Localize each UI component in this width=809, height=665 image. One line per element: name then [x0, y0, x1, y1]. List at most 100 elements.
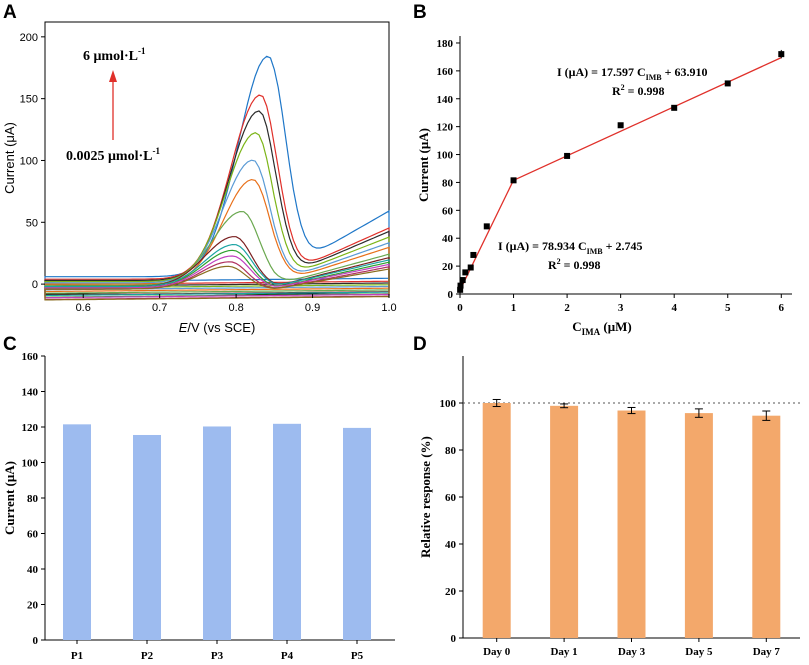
panel-a-y-tick-label: 50 [26, 217, 38, 229]
panel-a-x-ticks: 0.6 0.7 0.8 0.9 1.0 [76, 294, 397, 314]
panel-a-x-tick-label: 0.6 [76, 302, 91, 314]
annotation-low-concentration: 0.0025 μmol·L-1 [66, 146, 160, 164]
panel-a-curves [44, 55, 390, 301]
panel-d-bar [482, 403, 511, 638]
panel-b-r2-low: R2 = 0.998 [548, 257, 601, 272]
panel-b-y-tick-label: 180 [437, 38, 454, 50]
panel-b-y-tick-label: 20 [442, 261, 454, 273]
panel-c-y-ticks: 0 20 40 60 80 100 120 140 160 [22, 351, 45, 647]
panel-b-fit-lines [459, 57, 782, 291]
panel-d-bar [617, 410, 646, 638]
panel-c-y-tick-label: 20 [27, 600, 39, 612]
panel-a-x-tick-label: 0.7 [152, 302, 167, 314]
panel-b-y-tick-label: 0 [448, 289, 454, 301]
panel-c-reproducibility: 0 20 40 60 80 100 120 140 160 P1 P2 P3 P4 P5 Current… [2, 351, 395, 662]
panel-c-y-tick-label: 80 [27, 493, 39, 505]
panel-c-x-tick-label: P2 [141, 650, 154, 662]
panel-d-bar [684, 413, 713, 638]
panel-letter-b: B [413, 2, 427, 23]
panel-b-calibration: 0 20 40 60 80 100 120 140 160 180 0 1 2 3 4 5 6 Current… [416, 36, 792, 337]
panel-b-x-tick-label: 3 [618, 302, 624, 314]
panel-b-x-tick-label: 1 [511, 302, 517, 314]
panel-b-y-tick-label: 40 [442, 233, 454, 245]
panel-a-cv-curve [44, 55, 390, 283]
panel-a-y-label: Current (μA) [2, 122, 17, 194]
panel-c-y-tick-label: 0 [33, 635, 39, 647]
panel-b-x-tick-label: 0 [457, 302, 463, 314]
panel-b-data-point [457, 282, 464, 289]
panel-d-stability: 0 20 40 60 80 100 Day 0 Day 1 Day 3 Day 5 Day 7 R… [418, 356, 800, 658]
panel-d-x-tick-label: Day 1 [550, 646, 577, 658]
panel-a-x-tick-label: 1.0 [381, 302, 396, 314]
panel-c-bar [63, 424, 91, 640]
panel-b-x-label: CIMA (μM) [572, 319, 631, 337]
panel-a-x-label: E/V (vs SCE) [179, 320, 256, 335]
panel-d-y-tick-label: 40 [445, 539, 457, 551]
panel-b-y-label: Current (μA) [416, 128, 431, 202]
panel-d-y-tick-label: 100 [440, 398, 457, 410]
panel-c-y-tick-label: 140 [22, 387, 39, 399]
panel-d-bars: Day 0 Day 1 Day 3 Day 5 Day 7 [463, 398, 800, 658]
panel-a-voltammogram: 0 50 100 150 200 0.6 0.7 0.8 0.9 1.0 Current (μA… [2, 21, 397, 335]
panel-c-y-label: Current (μA) [2, 461, 17, 535]
panel-b-data-point [459, 277, 466, 284]
panel-a-y-tick-label: 200 [20, 32, 38, 44]
panel-d-x-tick-label: Day 5 [685, 646, 713, 658]
panel-d-y-tick-label: 80 [445, 445, 457, 457]
panel-d-y-tick-label: 60 [445, 492, 457, 504]
panel-letter-d: D [413, 334, 427, 355]
panel-b-x-ticks: 0 1 2 3 4 5 6 [457, 294, 785, 314]
panel-b-y-tick-label: 120 [437, 122, 454, 134]
panel-b-x-tick-label: 2 [564, 302, 570, 314]
panel-b-x-tick-label: 4 [671, 302, 677, 314]
panel-c-x-tick-label: P5 [351, 650, 364, 662]
panel-b-equation-high: I (μA) = 17.597 CIMB + 63.910 [557, 65, 707, 82]
panel-d-y-tick-label: 0 [451, 633, 457, 645]
panel-b-x-tick-label: 6 [779, 302, 785, 314]
panel-b-r2-high: R2 = 0.998 [612, 83, 665, 98]
panel-a-x-tick-label: 0.9 [305, 302, 320, 314]
panel-c-bar [343, 427, 371, 640]
panel-a-y-tick-label: 100 [20, 155, 38, 167]
panel-d-x-tick-label: Day 3 [618, 646, 646, 658]
panel-c-y-tick-label: 60 [27, 529, 39, 541]
panel-b-y-tick-label: 100 [437, 150, 454, 162]
concentration-arrow-head [109, 70, 117, 82]
panel-letter-a: A [3, 2, 17, 23]
panel-b-y-tick-label: 160 [437, 66, 454, 78]
panel-b-data-point [457, 286, 464, 293]
panel-b-fit-line-high [513, 57, 782, 181]
panel-d-bar [752, 415, 781, 638]
panel-c-bar [273, 423, 301, 640]
panel-c-bars: P1 P2 P3 P4 P5 [63, 423, 371, 662]
panel-d-bar [550, 405, 579, 638]
panel-c-x-tick-label: P4 [281, 650, 294, 662]
panel-a-cv-curve [44, 94, 390, 286]
panel-b-y-tick-label: 60 [442, 205, 454, 217]
panel-b-fit-line-low [459, 179, 515, 291]
panel-c-bar [133, 434, 161, 640]
panel-letter-c: C [3, 334, 17, 355]
panel-c-y-tick-label: 160 [22, 351, 39, 363]
panel-a-y-tick-label: 0 [32, 279, 38, 291]
panel-b-data-point [564, 152, 571, 159]
panel-c-bar [203, 426, 231, 640]
panel-c-x-tick-label: P1 [71, 650, 83, 662]
panel-b-y-tick-label: 140 [437, 94, 454, 106]
panel-b-data-point [467, 264, 474, 271]
panel-d-y-ticks: 0 20 40 60 80 100 [440, 398, 463, 645]
panel-c-y-tick-label: 100 [22, 458, 39, 470]
panel-c-y-tick-label: 120 [22, 422, 39, 434]
panel-b-equation-low: I (μA) = 78.934 CIMB + 2.745 [498, 239, 642, 256]
panel-b-y-ticks: 0 20 40 60 80 100 120 140 160 180 [437, 38, 460, 301]
annotation-high-concentration: 6 μmol·L-1 [83, 46, 146, 64]
panel-b-points [457, 49, 785, 293]
panel-d-y-tick-label: 20 [445, 586, 457, 598]
panel-b-data-point [617, 122, 624, 129]
panel-a-y-tick-label: 150 [20, 94, 38, 106]
panel-b-data-point [462, 269, 469, 276]
panel-b-y-tick-label: 80 [442, 177, 454, 189]
panel-d-x-tick-label: Day 0 [483, 646, 511, 658]
panel-a-x-tick-label: 0.8 [228, 302, 243, 314]
